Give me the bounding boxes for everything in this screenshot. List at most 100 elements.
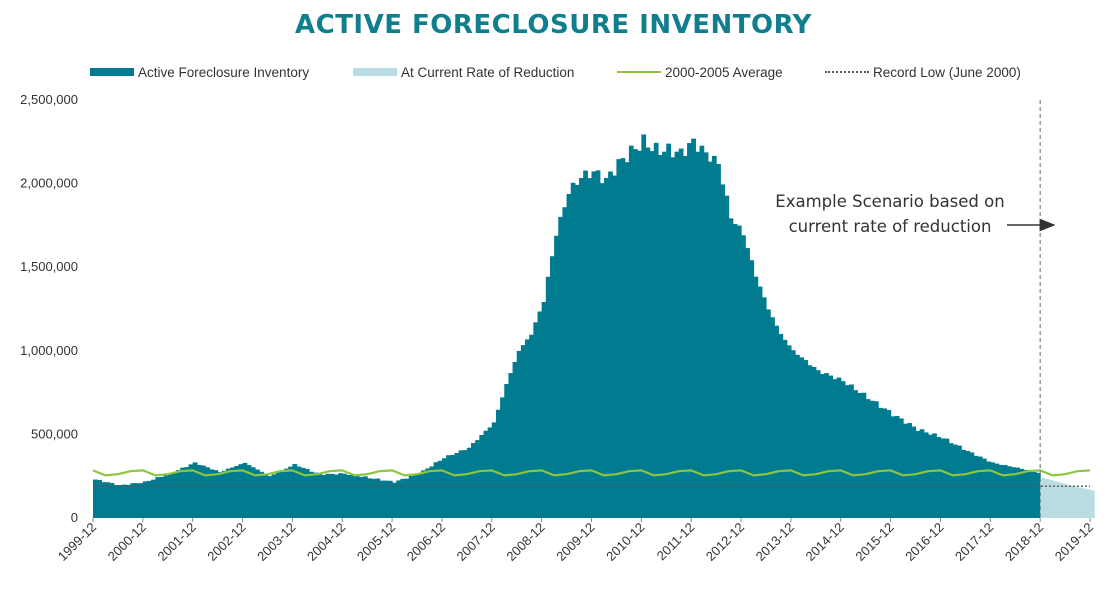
inventory-bar: [495, 409, 501, 518]
projection-bar: [1056, 482, 1062, 518]
inventory-bar: [736, 225, 742, 518]
inventory-bar: [462, 450, 468, 518]
inventory-bar: [803, 360, 809, 518]
inventory-bar: [579, 178, 584, 518]
inventory-bar: [101, 482, 107, 518]
legend-swatch-average: [617, 71, 661, 73]
inventory-bar: [250, 467, 256, 518]
inventory-bar: [1036, 472, 1041, 518]
inventory-bar: [811, 366, 817, 518]
inventory-bar: [383, 480, 389, 518]
y-tick-label: 1,500,000: [20, 259, 78, 274]
inventory-bar: [454, 453, 460, 518]
inventory-bar: [608, 171, 613, 519]
inventory-bar: [873, 401, 879, 518]
inventory-bar: [525, 339, 530, 518]
inventory-bar: [325, 473, 331, 518]
inventory-bar: [732, 224, 738, 518]
inventory-bar: [487, 427, 493, 518]
projection-bar: [1077, 487, 1083, 518]
inventory-bar: [903, 423, 908, 518]
inventory-bar: [520, 345, 526, 518]
inventory-bar: [753, 276, 759, 518]
inventory-bar: [1015, 467, 1020, 518]
annotation: Example Scenario based on current rate o…: [775, 192, 1056, 236]
inventory-bar: [549, 256, 555, 518]
inventory-bar: [662, 151, 667, 518]
inventory-bar: [595, 170, 601, 519]
inventory-bar: [599, 183, 605, 519]
legend-label-record-low: Record Low (June 2000): [873, 64, 1021, 80]
inventory-bar: [799, 357, 804, 518]
inventory-bar: [309, 471, 314, 518]
projection-bar: [1048, 480, 1054, 518]
inventory-bar: [126, 484, 131, 518]
inventory-bar: [437, 460, 443, 518]
inventory-bar: [849, 384, 854, 518]
inventory-bar: [711, 155, 717, 519]
inventory-bar: [633, 149, 638, 519]
inventory-bar: [184, 467, 190, 518]
inventory-bar: [815, 370, 821, 518]
legend-item-average: 2000-2005 Average: [617, 62, 783, 82]
inventory-bar: [117, 485, 123, 518]
inventory-bar: [105, 482, 111, 518]
x-tick-label: 2009-12: [553, 520, 597, 564]
inventory-bar: [259, 471, 264, 518]
inventory-bar: [213, 470, 219, 518]
inventory-bar: [134, 483, 140, 518]
inventory-bar: [786, 345, 792, 518]
inventory-bar: [795, 354, 800, 518]
y-tick-label: 0: [71, 510, 78, 525]
inventory-bar: [279, 470, 285, 518]
inventory-bar: [554, 235, 559, 518]
inventory-bar: [1023, 469, 1029, 518]
inventory-bar: [944, 438, 950, 518]
inventory-bar: [130, 483, 136, 518]
x-tick-label: 2011-12: [654, 520, 698, 564]
inventory-bar: [832, 379, 838, 518]
inventory-bar: [587, 178, 593, 518]
inventory-bar: [981, 458, 987, 518]
inventory-bar: [500, 397, 505, 518]
inventory-bar: [479, 434, 485, 518]
inventory-bar: [749, 260, 755, 518]
inventory-bar: [425, 468, 431, 518]
inventory-bar: [450, 455, 456, 518]
inventory-bar: [147, 480, 152, 518]
inventory-bar: [113, 485, 119, 518]
inventory-bar: [940, 438, 946, 518]
inventory-bar: [911, 426, 917, 518]
projection-bar: [1090, 490, 1095, 518]
inventory-bar: [836, 377, 842, 518]
inventory-bar: [516, 350, 522, 518]
inventory-bar: [533, 322, 539, 518]
inventory-bar: [529, 334, 534, 518]
legend-item-projection: At Current Rate of Reduction: [353, 62, 574, 82]
average-line: [92, 469, 1091, 477]
projection-bar: [1069, 485, 1074, 518]
inventory-bar: [317, 474, 323, 518]
projection-bar: [1073, 486, 1079, 518]
inventory-bar: [267, 476, 273, 518]
inventory-bar: [923, 432, 929, 518]
inventory-bar: [969, 452, 975, 518]
inventory-bar: [225, 468, 231, 518]
inventory-bar: [333, 474, 339, 518]
inventory-bar: [188, 464, 194, 518]
inventory-bar: [828, 375, 834, 518]
inventory-bar: [570, 182, 576, 518]
projection-bar: [1044, 478, 1050, 518]
inventory-bar: [948, 443, 954, 518]
inventory-bar: [458, 450, 464, 518]
legend-label-inventory: Active Foreclosure Inventory: [138, 64, 310, 80]
inventory-bar: [221, 470, 227, 518]
inventory-bar: [624, 162, 630, 518]
inventory-bar: [998, 464, 1004, 518]
inventory-bar: [504, 383, 510, 518]
inventory-bar: [541, 301, 547, 518]
inventory-bar: [342, 473, 347, 518]
legend-swatch-record-low: [825, 71, 869, 73]
inventory-bar: [230, 467, 235, 518]
